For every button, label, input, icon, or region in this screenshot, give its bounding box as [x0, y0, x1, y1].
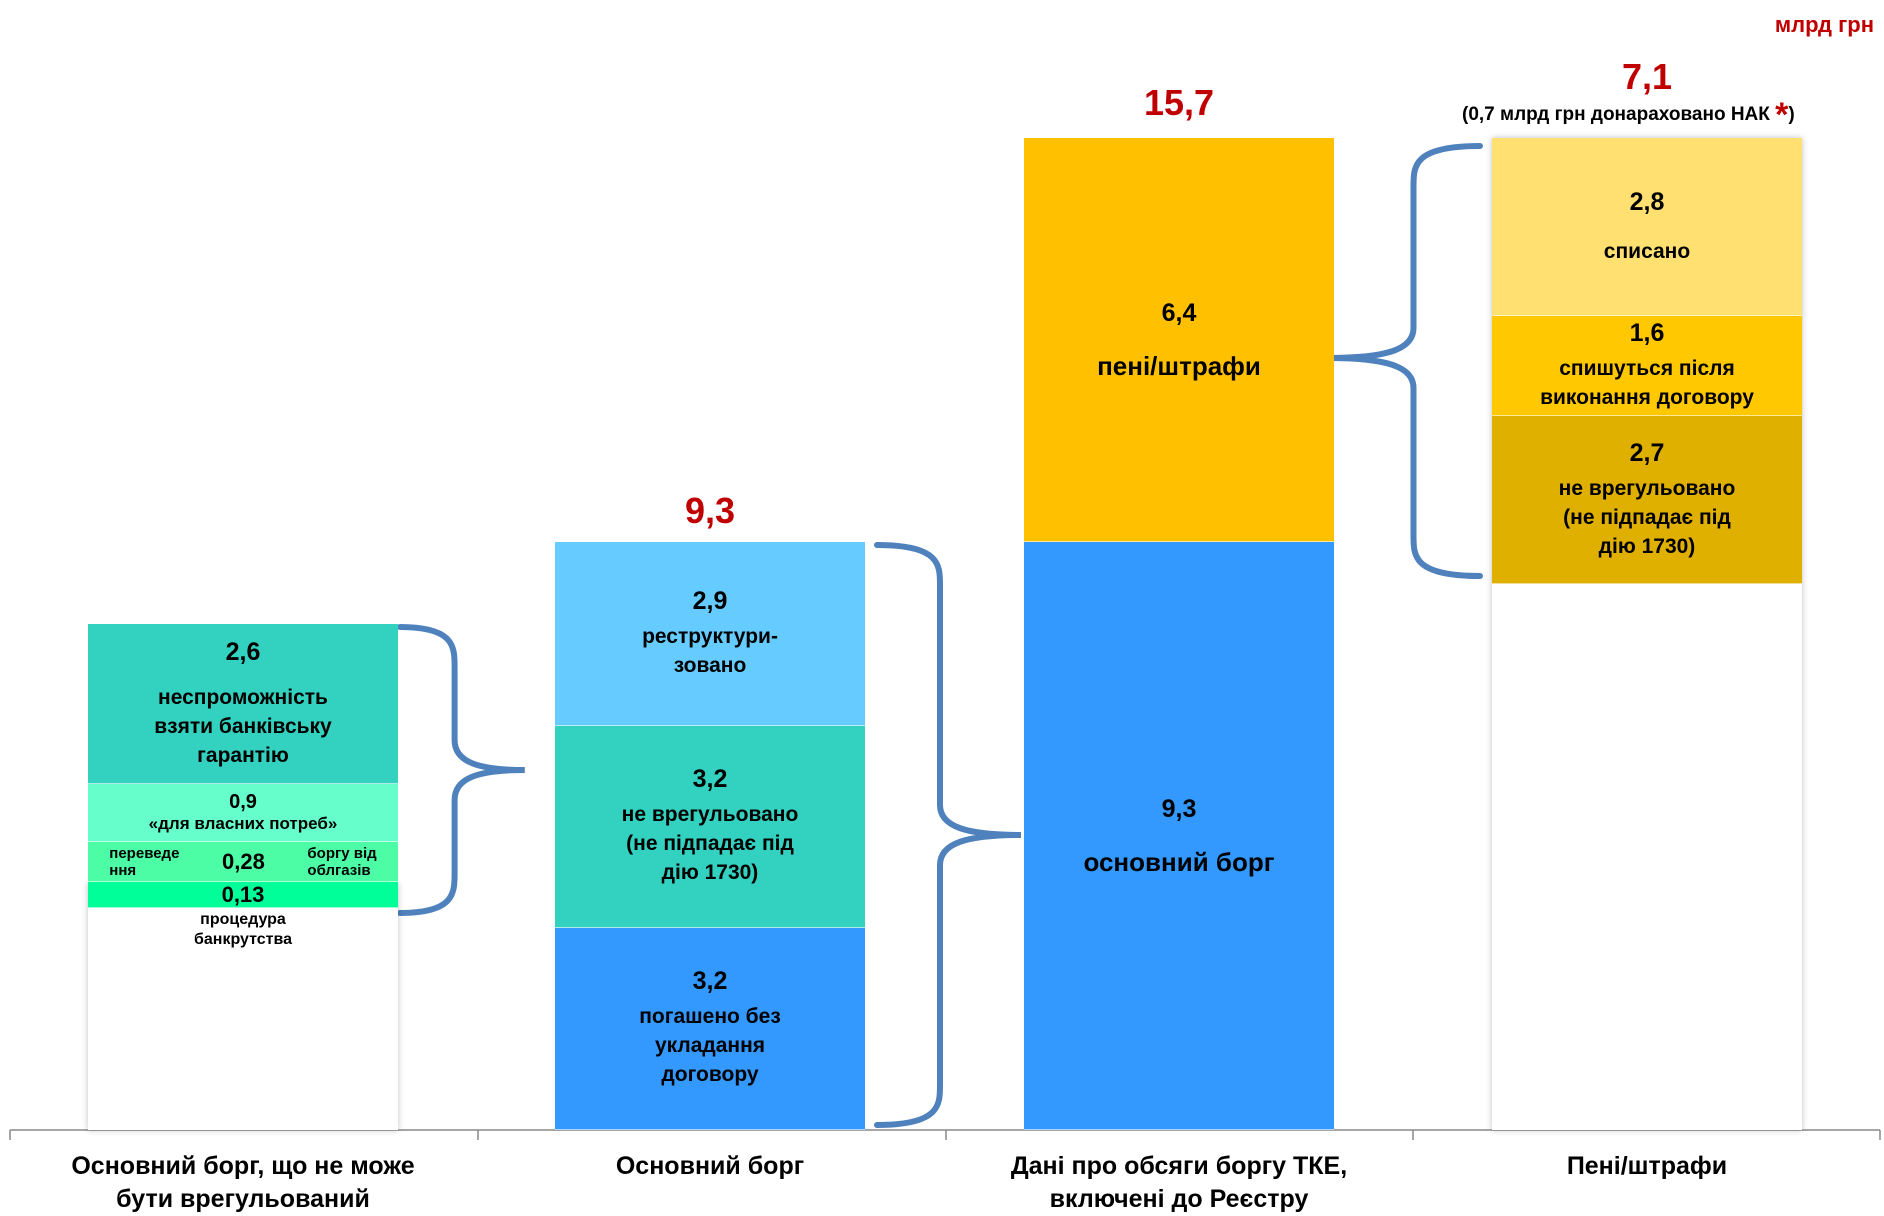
- segment-value: 0,28: [222, 848, 265, 874]
- segment-label: списано: [1603, 239, 1691, 263]
- bar-segment-1-4: 0,13: [88, 882, 398, 908]
- bar-segment-1-3: переведе ння 0,28 боргу від облгазів: [88, 842, 398, 882]
- segment-label-below: процедура банкрутства: [194, 911, 292, 948]
- curly-brace: [397, 624, 525, 916]
- curly-brace: [1327, 143, 1483, 579]
- segment-value: 1,6: [1629, 319, 1665, 347]
- segment-value: 2,8: [1629, 187, 1665, 216]
- segment-label-right: боргу від облгазів: [307, 844, 377, 879]
- segment-value: 9,3: [1161, 794, 1197, 823]
- bar-segment-3-2: 9,3 основний борг: [1024, 542, 1334, 1130]
- x-tick-label-1: Основний борг, що не може бути врегульов…: [71, 1152, 415, 1213]
- total-note-text: (0,7 млрд грн донараховано НАК: [1462, 104, 1776, 125]
- segment-value: 0,9: [229, 791, 257, 813]
- bar-segment-4-1: 2,8 списано: [1492, 138, 1802, 316]
- x-tick-label-4: Пені/штрафи: [1566, 1152, 1728, 1180]
- bar-segment-4-3: 2,7 не врегульовано (не підпадає під дію …: [1492, 416, 1802, 584]
- unit-label: млрд грн: [1774, 12, 1874, 37]
- segment-label: пені/штрафи: [1097, 350, 1261, 381]
- bar-segment-2-1: 2,9 реструктури- зовано: [555, 542, 865, 726]
- total-note-star: *: [1775, 96, 1789, 134]
- segment-label: спишуться після виконання договору: [1540, 357, 1754, 409]
- segment-value: 0,13: [221, 882, 265, 907]
- segment-value: 6,4: [1161, 298, 1197, 327]
- segment-label: не врегульовано (не підпадає під дію 173…: [621, 803, 799, 885]
- column-total-4: 7,1: [1621, 56, 1673, 97]
- bar-segment-3-1: 6,4 пені/штрафи: [1024, 138, 1334, 543]
- segment-value: 2,7: [1629, 438, 1665, 467]
- segment-label: погашено без укладання договору: [639, 1005, 781, 1087]
- segment-label: «для власних потреб»: [148, 814, 338, 833]
- total-note: (0,7 млрд грн донараховано НАК *): [1462, 98, 1795, 132]
- column-background-box: [88, 882, 398, 1130]
- segment-label: не врегульовано (не підпадає під дію 173…: [1558, 476, 1736, 558]
- bar-segment-2-2: 3,2 не врегульовано (не підпадає під дію …: [555, 725, 865, 928]
- segment-value: 3,2: [692, 765, 728, 794]
- bar-segment-1-2: 0,9 «для власних потреб»: [88, 784, 398, 842]
- curly-brace: [874, 542, 1022, 1128]
- bar-segment-2-3: 3,2 погашено без укладання договору: [555, 927, 865, 1130]
- column-total-3: 15,7: [1143, 82, 1215, 123]
- segment-label: реструктури- зовано: [642, 624, 778, 677]
- segment-value: 3,2: [692, 967, 728, 996]
- segment-value: 2,6: [225, 637, 261, 666]
- x-tick-label-3: Дані про обсяги боргу ТКЕ, включені до Р…: [1010, 1152, 1348, 1213]
- segment-label-left: переведе ння: [109, 844, 180, 879]
- total-note-end: ): [1788, 104, 1795, 125]
- segment-label: неспроможність взяти банківську гарантію: [154, 685, 332, 767]
- bar-segment-4-2: 1,6 спишуться після виконання договору: [1492, 316, 1802, 416]
- segment-value: 2,9: [692, 586, 728, 615]
- bar-segment-1-1: 2,6 неспроможність взяти банківську гаран…: [88, 624, 398, 784]
- x-tick-label-2: Основний борг: [615, 1152, 805, 1180]
- segment-label: основний борг: [1083, 846, 1275, 877]
- column-total-2: 9,3: [684, 490, 736, 531]
